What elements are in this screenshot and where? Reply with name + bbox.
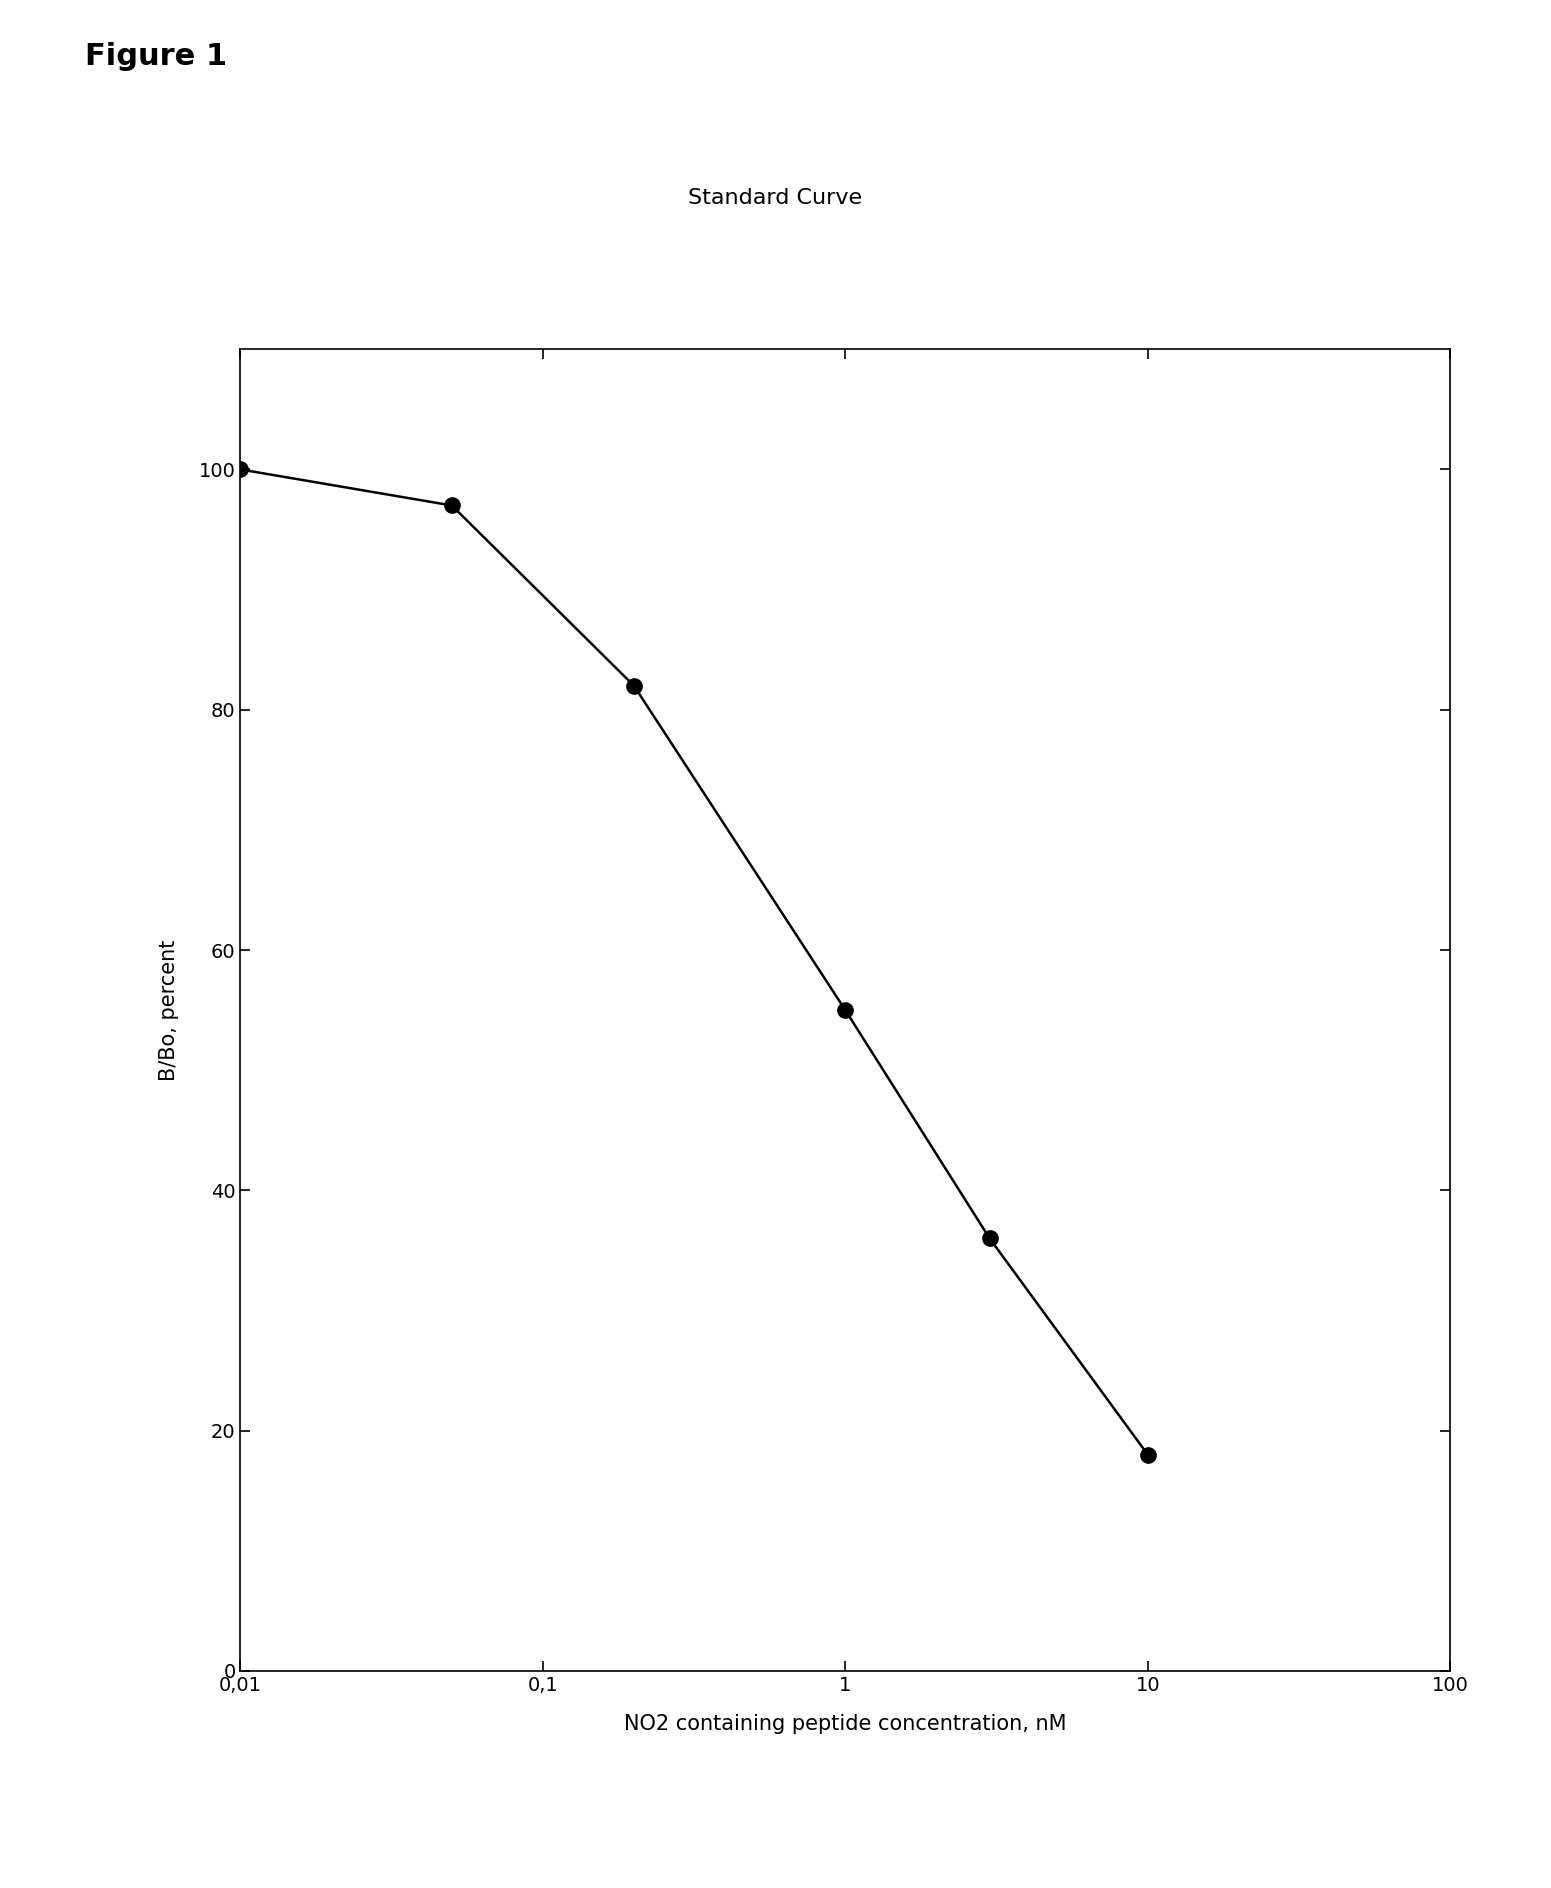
- Text: Standard Curve: Standard Curve: [689, 189, 862, 208]
- Y-axis label: B/Bo, percent: B/Bo, percent: [160, 940, 180, 1080]
- X-axis label: NO2 containing peptide concentration, nM: NO2 containing peptide concentration, nM: [624, 1714, 1067, 1735]
- Text: Figure 1: Figure 1: [85, 42, 228, 70]
